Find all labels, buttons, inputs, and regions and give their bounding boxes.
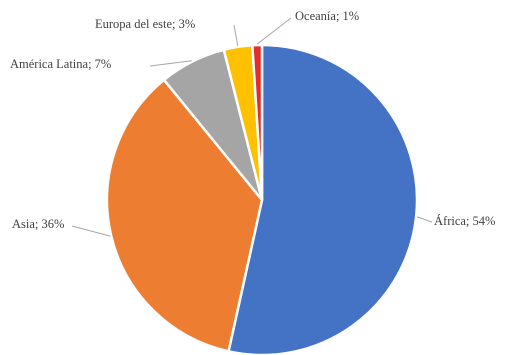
- slice-asia: [105, 78, 264, 353]
- data-label-america-latina: América Latina; 7%: [10, 57, 111, 71]
- leader-line-asia: [71, 225, 111, 237]
- leader-line-america-latina: [149, 60, 192, 67]
- data-label-africa: África; 54%: [434, 214, 495, 228]
- data-label-europa-del-este: Europa del este; 3%: [95, 17, 195, 31]
- leader-lines: [71, 17, 433, 237]
- data-label-asia: Asia; 36%: [12, 217, 64, 231]
- slice-oceania: [251, 43, 264, 201]
- data-labels: África; 54% Asia; 36% América Latina; 7%…: [10, 9, 495, 231]
- leader-line-oceania: [256, 17, 292, 45]
- leader-line-europa-del-este: [233, 24, 239, 46]
- data-label-oceania: Oceanía; 1%: [295, 9, 359, 23]
- leader-line-africa: [416, 216, 433, 223]
- pie-slices: [105, 43, 419, 355]
- slice-africa: [227, 43, 419, 355]
